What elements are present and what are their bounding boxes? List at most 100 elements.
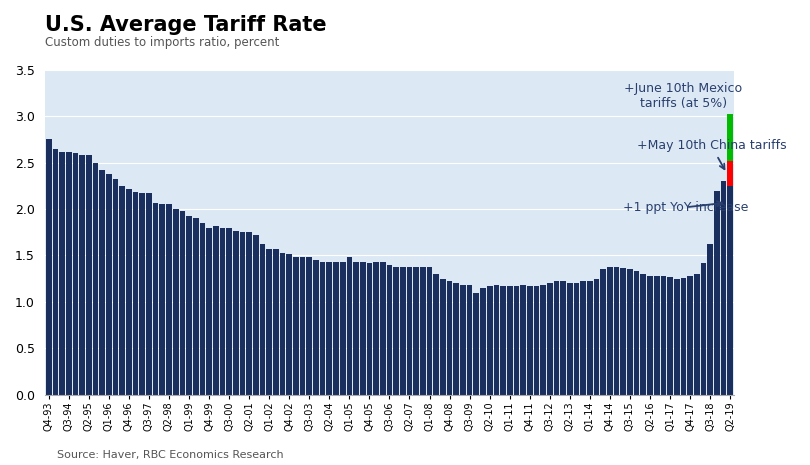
Bar [620, 267, 626, 395]
Bar [454, 283, 459, 395]
Bar [246, 232, 252, 395]
Bar [233, 232, 239, 395]
Bar [580, 281, 586, 395]
Bar [53, 149, 58, 395]
Bar [573, 283, 579, 395]
Bar [553, 281, 560, 395]
Bar [273, 249, 279, 395]
Bar [707, 245, 713, 395]
Bar [386, 265, 392, 395]
Bar [306, 257, 312, 395]
Bar [186, 216, 192, 395]
Bar [413, 266, 419, 395]
Text: Source: Haver, RBC Economics Research: Source: Haver, RBC Economics Research [57, 450, 284, 460]
Bar [480, 288, 486, 395]
Bar [59, 152, 65, 395]
Bar [253, 235, 258, 395]
Bar [460, 285, 466, 395]
Bar [340, 262, 346, 395]
Bar [146, 193, 151, 395]
Text: Custom duties to imports ratio, percent: Custom duties to imports ratio, percent [45, 36, 279, 49]
Bar [694, 274, 700, 395]
Bar [79, 155, 85, 395]
Bar [561, 281, 566, 395]
Bar [313, 260, 319, 395]
Bar [73, 153, 79, 395]
Text: +1 ppt YoY increase: +1 ppt YoY increase [623, 201, 748, 214]
Bar [407, 266, 412, 395]
Bar [567, 283, 573, 395]
Bar [527, 286, 533, 395]
Bar [721, 181, 727, 395]
Bar [427, 266, 433, 395]
Bar [660, 276, 666, 395]
Bar [727, 186, 733, 395]
Bar [547, 283, 552, 395]
Bar [360, 262, 365, 395]
Bar [46, 140, 52, 395]
Bar [507, 286, 513, 395]
Bar [199, 223, 205, 395]
Bar [353, 262, 359, 395]
Bar [266, 249, 272, 395]
Bar [66, 152, 71, 395]
Bar [680, 278, 686, 395]
Bar [447, 281, 453, 395]
Bar [627, 269, 633, 395]
Bar [714, 191, 719, 395]
Bar [213, 226, 219, 395]
Bar [474, 292, 480, 395]
Bar [420, 266, 426, 395]
Bar [380, 262, 386, 395]
Bar [520, 285, 526, 395]
Bar [293, 257, 299, 395]
Bar [240, 232, 245, 395]
Bar [614, 266, 620, 395]
Bar [100, 170, 105, 395]
Bar [279, 252, 285, 395]
Bar [347, 257, 352, 395]
Bar [501, 286, 506, 395]
Bar [166, 205, 172, 395]
Bar [687, 276, 693, 395]
Bar [160, 205, 165, 395]
Bar [641, 274, 646, 395]
Text: U.S. Average Tariff Rate: U.S. Average Tariff Rate [45, 15, 326, 35]
Bar [394, 266, 399, 395]
Bar [287, 253, 292, 395]
Bar [674, 279, 680, 395]
Bar [600, 269, 606, 395]
Bar [106, 174, 112, 395]
Bar [667, 277, 673, 395]
Bar [534, 286, 539, 395]
Bar [701, 263, 706, 395]
Bar [133, 193, 139, 395]
Bar [433, 274, 439, 395]
Bar [326, 262, 332, 395]
Bar [727, 161, 733, 186]
Bar [180, 211, 185, 395]
Bar [594, 279, 599, 395]
Bar [260, 245, 266, 395]
Bar [320, 262, 326, 395]
Bar [139, 193, 145, 395]
Bar [373, 262, 379, 395]
Bar [727, 114, 733, 161]
Bar [607, 266, 612, 395]
Bar [173, 209, 178, 395]
Bar [300, 257, 305, 395]
Bar [193, 219, 198, 395]
Bar [487, 286, 492, 395]
Bar [220, 228, 225, 395]
Bar [440, 279, 446, 395]
Bar [654, 276, 659, 395]
Bar [207, 228, 212, 395]
Bar [367, 263, 373, 395]
Bar [633, 271, 639, 395]
Bar [113, 179, 118, 395]
Bar [514, 286, 519, 395]
Bar [400, 266, 406, 395]
Bar [126, 189, 132, 395]
Bar [226, 228, 232, 395]
Bar [467, 285, 472, 395]
